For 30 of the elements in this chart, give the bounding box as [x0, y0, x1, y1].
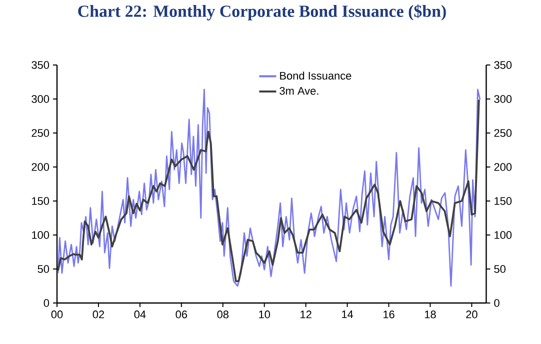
legend-label: 3m Ave.	[280, 86, 318, 95]
y-tick-label: 200	[32, 163, 50, 171]
x-tick-label: 00	[51, 310, 63, 318]
y2-tick-label: 100	[494, 231, 512, 239]
y-tick-label: 0	[44, 299, 50, 307]
legend-label: Bond Issuance	[280, 72, 352, 80]
x-tick-label: 14	[342, 310, 354, 318]
y-tick-label: 350	[32, 61, 50, 69]
y2-tick-label: 250	[494, 129, 512, 137]
y2-tick-label: 150	[494, 197, 512, 205]
x-tick-label: 02	[92, 310, 104, 318]
y-tick-label: 150	[32, 197, 50, 205]
y2-tick-label: 50	[494, 265, 506, 273]
x-tick-label: 12	[300, 310, 312, 318]
y-tick-label: 250	[32, 129, 50, 137]
chart-title: Chart 22: Monthly Corporate Bond Issuance ($bn)	[78, 4, 446, 20]
y-tick-label: 300	[32, 95, 50, 103]
y-tick-label: 50	[38, 265, 50, 273]
y-tick-label: 100	[32, 231, 50, 239]
x-tick-label: 20	[466, 310, 478, 318]
y2-tick-label: 300	[494, 95, 512, 103]
x-tick-label: 10	[259, 310, 270, 318]
y2-tick-label: 0	[494, 299, 500, 307]
y2-tick-label: 350	[494, 61, 512, 69]
x-tick-label: 04	[134, 310, 146, 318]
x-tick-label: 18	[424, 310, 436, 318]
y2-tick-label: 200	[494, 163, 512, 171]
x-tick-label: 08	[217, 310, 228, 318]
x-tick-label: 16	[384, 310, 394, 318]
x-tick-label: 06	[176, 310, 188, 318]
